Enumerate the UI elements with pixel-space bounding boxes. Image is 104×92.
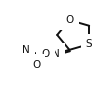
Text: O: O: [41, 48, 50, 59]
Text: O: O: [65, 15, 74, 25]
Text: S: S: [86, 39, 92, 49]
Text: H: H: [22, 42, 29, 52]
Text: N: N: [52, 48, 60, 59]
Text: O: O: [32, 60, 40, 70]
Text: N: N: [22, 45, 30, 55]
